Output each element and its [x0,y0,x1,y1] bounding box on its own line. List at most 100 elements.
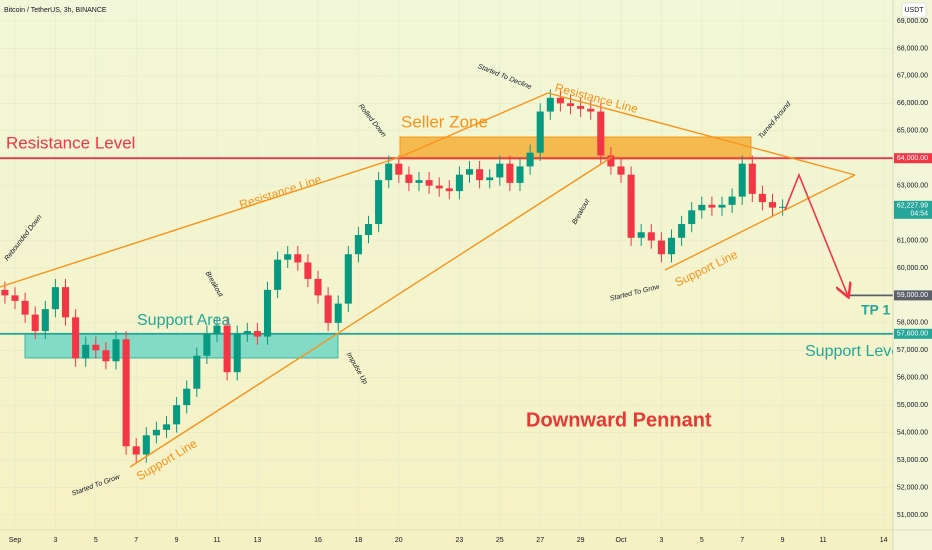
resistance-line [0,92,549,288]
candle-body [455,174,463,192]
axes: 51,000.00 52,000.00 53,000.00 54,000.00 55,0… [9,18,932,544]
candle-body [748,163,756,194]
candle-body [445,188,453,192]
x-tick-label: 3 [659,537,663,544]
label: Seller Zone [401,112,488,131]
candle-body [354,235,362,255]
x-tick-label: 18 [355,537,363,544]
candle-body [1,289,9,296]
x-tick-label: 5 [94,537,98,544]
candle-body [304,262,312,279]
candle-body [31,314,39,332]
x-tick-label: Sep [9,537,22,544]
candle-body [193,355,201,389]
candle-body [405,174,413,183]
currency-box [901,2,927,18]
candle-body [607,155,615,167]
x-tick-label: 3 [53,537,57,544]
candles [1,89,787,463]
x-tick-label: 7 [740,537,744,544]
candle-body [112,339,120,362]
candle-body [51,287,59,310]
candle-body [122,339,130,447]
candle-body [233,333,241,373]
candle-body [223,325,231,373]
x-tick-label: 16 [314,537,322,544]
label: TP 1 [861,302,891,318]
candle-body [243,331,251,334]
x-tick-label: 13 [254,537,262,544]
candle-body [536,111,544,153]
candle-body [587,108,595,112]
candle-body [597,111,605,156]
candle-body [364,224,373,236]
candle-body [284,254,292,260]
candle-body [627,174,635,238]
support-area [24,333,339,359]
candle-body [11,295,19,301]
label: Support Level [805,343,904,360]
candle-body [496,163,504,178]
candle-body [688,210,696,225]
candle-body [779,206,787,208]
chart-title: Bitcoin / TetherUS, 3h, BINANCE [4,7,107,14]
candle-body [768,202,777,208]
x-tick-label: 27 [536,537,544,544]
level-tag [894,153,932,164]
label: Support Area [137,312,231,329]
candle-body [314,278,322,296]
x-tick-label: 29 [577,537,585,544]
y-tick-label: 57,000.00 [897,347,928,354]
candle-body [263,289,272,337]
level-label: 59,000.00 [897,292,928,299]
candle-body [546,97,554,112]
candle-body [324,295,332,323]
support-line [129,156,613,468]
candle-body [173,405,181,425]
candle-body [375,180,383,225]
candle-body [92,344,100,351]
candle-body [253,331,261,337]
price-axis [893,0,932,550]
pennant-lower [664,174,856,271]
candle-body [142,435,150,455]
candle-body [617,166,625,175]
pennant-upper [547,92,856,176]
candle-body [203,333,211,356]
candle-body [678,224,686,238]
candle-body [556,97,564,104]
x-tick-label: 25 [496,537,504,544]
candle-body [395,163,403,175]
y-tick-label: 53,000.00 [897,457,928,464]
y-tick-label: 68,000.00 [897,45,928,52]
candle-body [274,259,282,290]
candle-body [516,166,524,183]
y-tick-label: 66,000.00 [897,100,928,107]
y-tick-label: 55,000.00 [897,402,928,409]
candle-body [577,106,585,109]
last-price-tag [894,200,932,219]
candle-body [506,163,514,183]
y-tick-label: 58,000.00 [897,320,928,327]
y-tick-label: 67,000.00 [897,73,928,80]
countdown: 04:54 [910,211,928,218]
candle-body [738,163,746,197]
y-tick-label: 69,000.00 [897,18,928,25]
candle-body [294,254,302,263]
x-tick-label: 11 [213,537,220,544]
projection-arrow [784,172,848,296]
x-tick-label: 9 [175,537,179,544]
candle-body [334,303,342,323]
y-tick-label: 61,000.00 [897,237,928,244]
x-tick-label: Oct [616,537,627,544]
candle-body [435,185,443,189]
candle-body [657,240,665,255]
last-price-label: 62,227.99 [897,203,928,210]
candle-body [213,325,221,334]
candle-body [486,177,494,181]
seller-zone [399,136,752,160]
candle-body [718,204,726,208]
candle-body [647,232,655,241]
y-tick-label: 60,000.00 [897,265,928,272]
